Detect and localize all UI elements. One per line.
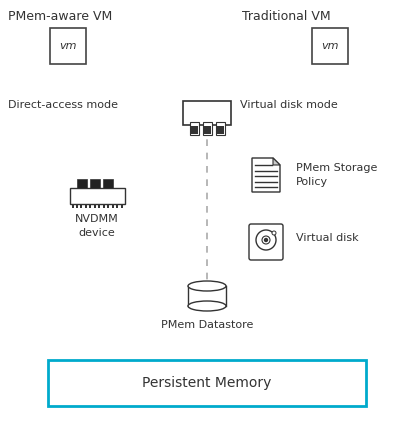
Bar [217, 126, 224, 134]
Bar [103, 204, 105, 208]
Text: PMem Datastore: PMem Datastore [161, 320, 253, 330]
Circle shape [256, 230, 276, 250]
Bar [69, 188, 124, 204]
Polygon shape [273, 158, 280, 165]
Bar [190, 126, 198, 134]
Bar [103, 179, 113, 188]
Circle shape [262, 236, 270, 244]
Bar [107, 204, 109, 208]
Bar [98, 204, 100, 208]
Bar [203, 122, 212, 135]
Bar [215, 122, 225, 135]
Text: NVDMM
device: NVDMM device [75, 214, 119, 238]
Bar [116, 204, 118, 208]
Ellipse shape [188, 301, 226, 311]
Text: Traditional VM: Traditional VM [242, 10, 331, 23]
Bar [188, 286, 226, 306]
Bar [190, 122, 198, 135]
Bar [312, 28, 348, 64]
Ellipse shape [188, 281, 226, 291]
Bar [48, 360, 366, 406]
Text: vm: vm [321, 41, 339, 51]
Bar [71, 204, 73, 208]
Text: PMem-aware VM: PMem-aware VM [8, 10, 112, 23]
Bar [76, 204, 78, 208]
Bar [85, 204, 87, 208]
Bar [183, 101, 231, 125]
Polygon shape [252, 158, 280, 192]
Text: Virtual disk: Virtual disk [296, 233, 359, 243]
Circle shape [272, 231, 276, 235]
Text: Persistent Memory: Persistent Memory [142, 376, 272, 390]
Bar [50, 28, 86, 64]
Text: Direct-access mode: Direct-access mode [8, 100, 118, 110]
Circle shape [264, 239, 268, 242]
Bar [120, 204, 122, 208]
Bar [112, 204, 114, 208]
Bar [89, 204, 91, 208]
Bar [94, 204, 96, 208]
Bar [203, 126, 210, 134]
Bar [90, 179, 100, 188]
Text: vm: vm [59, 41, 77, 51]
Text: Virtual disk mode: Virtual disk mode [240, 100, 338, 110]
Bar [77, 179, 87, 188]
Text: PMem Storage
Policy: PMem Storage Policy [296, 163, 377, 187]
FancyBboxPatch shape [249, 224, 283, 260]
Bar [81, 204, 83, 208]
